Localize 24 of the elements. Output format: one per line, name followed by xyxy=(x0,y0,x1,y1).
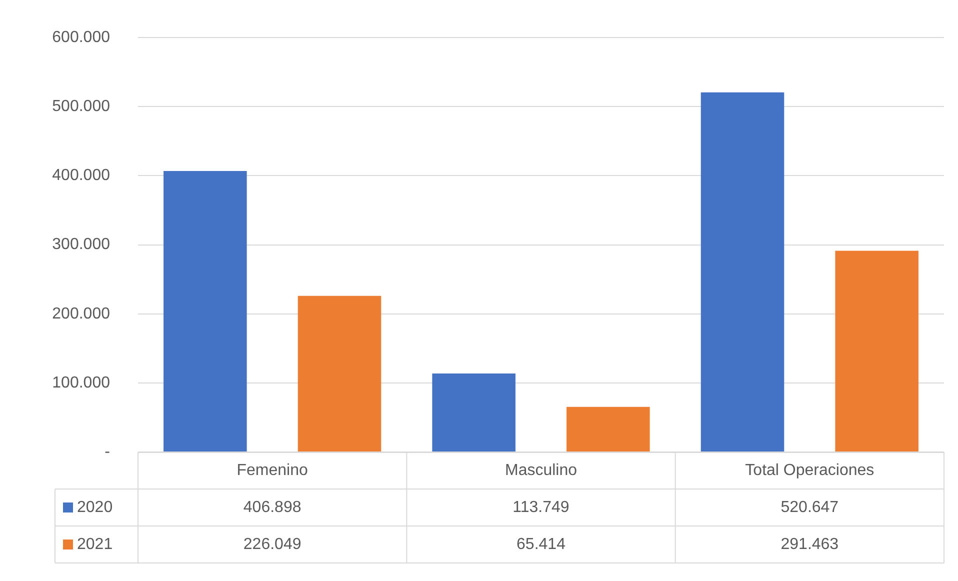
data-label: 291.463 xyxy=(780,536,839,553)
y-tick-label: 200.000 xyxy=(52,305,110,322)
x-tick-label: Masculino xyxy=(504,462,578,479)
data-label: 65.414 xyxy=(516,536,566,553)
y-tick-label: 100.000 xyxy=(52,374,110,392)
data-label: 520.647 xyxy=(780,498,839,516)
y-tick-label: 400.000 xyxy=(52,167,110,184)
y-tick-label: 600.000 xyxy=(52,29,110,46)
bar xyxy=(432,373,516,452)
legend-label: 2020 xyxy=(77,498,113,516)
x-tick-label: Total Operaciones xyxy=(745,462,874,479)
data-label: 226.049 xyxy=(243,536,302,553)
bar xyxy=(164,170,247,452)
bar xyxy=(835,250,918,452)
bar xyxy=(298,296,382,452)
x-tick-label: Femenino xyxy=(236,462,308,479)
data-label: 406.898 xyxy=(243,498,302,516)
bar xyxy=(566,406,650,452)
y-tick-label: 500.000 xyxy=(52,98,110,116)
y-tick-label: 300.000 xyxy=(52,236,110,254)
legend-label: 2021 xyxy=(77,536,113,553)
y-tick-label: - xyxy=(104,443,110,460)
bar xyxy=(700,92,784,452)
data-label: 113.749 xyxy=(512,498,570,516)
